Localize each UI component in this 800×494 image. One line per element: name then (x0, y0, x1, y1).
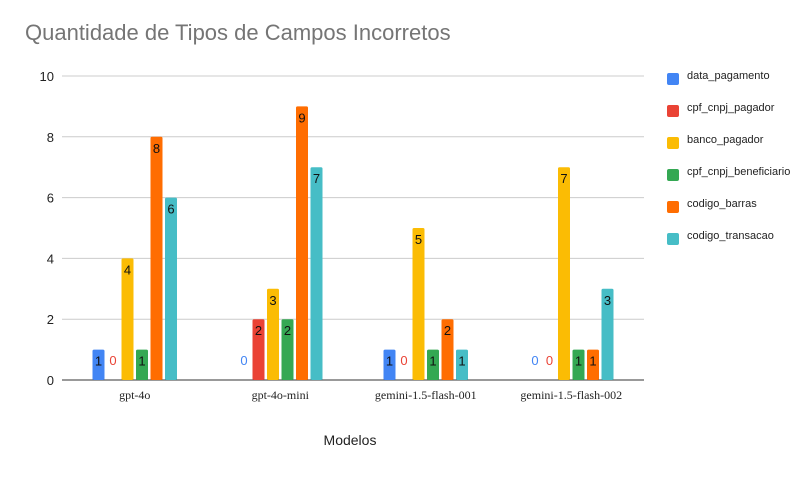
data-label: 3 (269, 293, 276, 308)
bar-codigo_barras (296, 106, 308, 381)
bar-data_pagamento (92, 349, 105, 380)
data-label: 1 (95, 354, 102, 369)
data-label: 1 (589, 354, 596, 369)
bar-cpf_cnpj_beneficiario (281, 319, 294, 380)
data-label: 0 (240, 353, 247, 368)
data-label: 2 (284, 323, 291, 338)
legend-label: codigo_transacao (687, 230, 774, 242)
data-label: 4 (124, 262, 131, 277)
data-label: 6 (167, 202, 174, 217)
legend-label: banco_pagador (687, 134, 764, 146)
bar-codigo_transacao (456, 349, 468, 380)
x-tick-label: gemini-1.5-flash-001 (375, 388, 477, 402)
bar-data_pagamento (383, 349, 396, 380)
y-tick-label: 6 (47, 191, 54, 206)
y-tick-label: 2 (47, 312, 54, 327)
legend-item: codigo_barras (667, 198, 792, 230)
x-axis-label: Modelos (323, 432, 377, 448)
legend-item: data_pagamento (667, 70, 792, 102)
data-label: 1 (429, 354, 436, 369)
bar-cpf_cnpj_beneficiario (427, 349, 439, 380)
legend-swatch (667, 233, 679, 245)
bar-cpf_cnpj_pagador (252, 319, 265, 380)
data-label: 1 (386, 354, 393, 369)
bar-cpf_cnpj_beneficiario (572, 349, 585, 380)
x-tick-label: gemini-1.5-flash-002 (520, 388, 622, 402)
data-label: 2 (444, 323, 451, 338)
legend-item: codigo_transacao (667, 230, 792, 262)
legend-label: cpf_cnpj_pagador (687, 102, 775, 114)
legend-swatch (667, 201, 679, 213)
legend-item: cpf_cnpj_pagador (667, 102, 792, 134)
x-tick-label: gpt-4o (119, 388, 150, 402)
legend-swatch (667, 105, 679, 117)
data-label: 1 (138, 354, 145, 369)
data-label: 1 (458, 354, 465, 369)
data-label: 9 (298, 110, 305, 125)
y-tick-label: 4 (47, 251, 54, 266)
data-label: 2 (255, 323, 262, 338)
data-label: 0 (400, 353, 407, 368)
bar-codigo_barras (441, 319, 454, 380)
data-label: 7 (560, 171, 567, 186)
x-tick-label: gpt-4o-mini (252, 388, 310, 402)
legend-label: codigo_barras (687, 198, 757, 210)
data-label: 5 (415, 232, 422, 247)
legend-swatch (667, 73, 679, 85)
y-tick-label: 8 (47, 130, 54, 145)
y-tick-label: 0 (47, 373, 54, 388)
legend: data_pagamento cpf_cnpj_pagador banco_paga… (667, 70, 792, 262)
bar-codigo_barras (150, 136, 163, 380)
data-label: 1 (575, 354, 582, 369)
data-label: 0 (546, 353, 553, 368)
data-label: 0 (531, 353, 538, 368)
data-label: 7 (313, 171, 320, 186)
data-label: 0 (109, 353, 116, 368)
data-label: 3 (604, 293, 611, 308)
bar-banco_pagador (267, 288, 279, 380)
bar-codigo_transacao (601, 288, 614, 380)
legend-label: data_pagamento (687, 70, 770, 82)
chart-title: Quantidade de Tipos de Campos Incorretos (25, 20, 451, 45)
bar-codigo_barras (587, 349, 599, 380)
legend-item: banco_pagador (667, 134, 792, 166)
bar-codigo_transacao (165, 197, 177, 380)
bar-codigo_transacao (310, 167, 323, 380)
bar-banco_pagador (121, 258, 134, 380)
data-label: 8 (153, 141, 160, 156)
bar-banco_pagador (412, 228, 425, 380)
bar-cpf_cnpj_beneficiario (136, 349, 148, 380)
legend-swatch (667, 169, 679, 181)
bar-banco_pagador (558, 167, 570, 380)
legend-label: cpf_cnpj_beneficiario (687, 166, 791, 178)
legend-swatch (667, 137, 679, 149)
legend-item: cpf_cnpj_beneficiario (667, 166, 792, 198)
y-tick-label: 10 (40, 69, 54, 84)
